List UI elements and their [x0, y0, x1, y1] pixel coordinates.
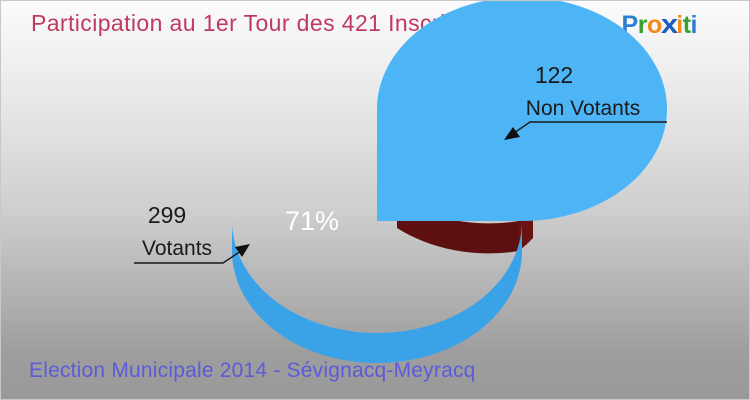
callout-votants-leader	[134, 250, 242, 264]
logo-letter-r: r	[637, 11, 648, 39]
callout-votants-label: Votants	[142, 237, 212, 260]
callout-votants-arrow-icon	[235, 244, 250, 257]
callout-votants: 299 Votants	[134, 202, 250, 264]
logo-letter-t: t	[682, 11, 691, 39]
logo-letter-o: o	[646, 11, 662, 39]
logo-letter-i1: i	[676, 11, 683, 39]
logo-letter-x: x	[660, 9, 678, 39]
callout-non-votants-leader	[513, 121, 667, 134]
slice-votants-side	[232, 221, 522, 363]
callout-non-votants-value: 122	[535, 62, 573, 88]
callout-non-votants: 122 Non Votants	[504, 62, 667, 140]
callout-non-votants-label: Non Votants	[526, 97, 640, 120]
chart-caption: Election Municipale 2014 - Sévignacq-Mey…	[29, 359, 476, 382]
page-title: Participation au 1er Tour des 421 Inscri…	[31, 10, 465, 36]
logo-letter-i2: i	[690, 11, 698, 39]
slice-votants-top	[377, 1, 667, 221]
slice-votants[interactable]: 71%	[232, 1, 667, 363]
slice-votants-percent: 71%	[285, 206, 339, 236]
slice-non-votants-side	[397, 198, 519, 254]
callout-non-votants-arrow-icon	[504, 127, 520, 140]
proxiti-logo: Proxiti	[622, 9, 698, 40]
callout-votants-value: 299	[148, 202, 186, 228]
